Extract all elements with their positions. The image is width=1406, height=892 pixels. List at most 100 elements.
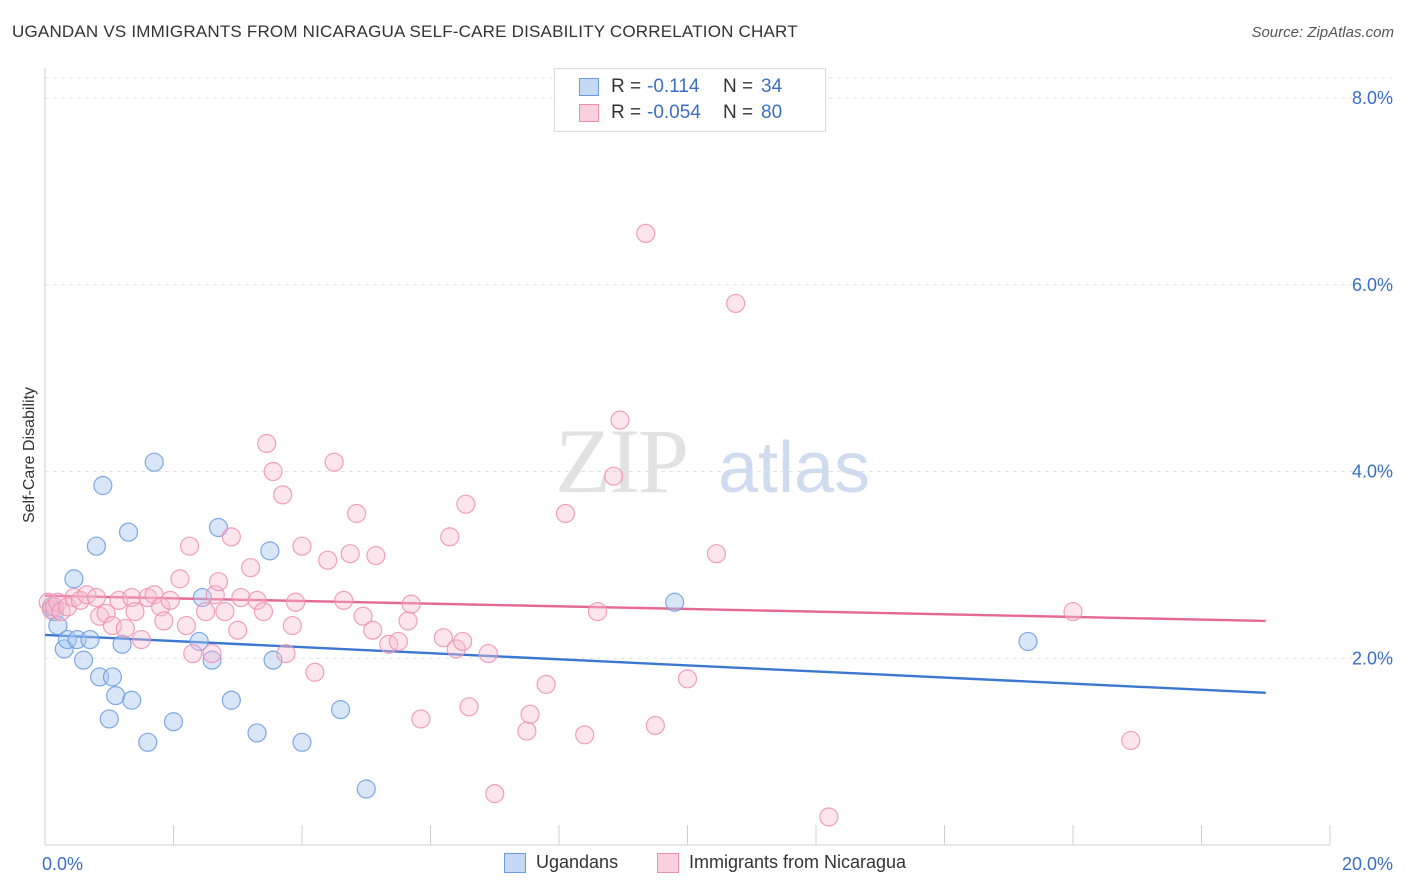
point-ugandans[interactable] [106, 686, 126, 706]
point-nicaragua[interactable] [334, 590, 354, 610]
point-nicaragua[interactable] [202, 643, 222, 664]
point-nicaragua[interactable] [215, 601, 235, 622]
point-nicaragua[interactable] [677, 669, 698, 689]
point-nicaragua[interactable] [645, 715, 665, 736]
point-ugandans[interactable] [665, 592, 685, 612]
point-nicaragua[interactable] [253, 601, 274, 622]
n-label: N = [723, 76, 754, 97]
point-ugandans[interactable] [202, 650, 222, 670]
point-ugandans[interactable] [1018, 631, 1038, 652]
point-nicaragua[interactable] [241, 558, 261, 578]
point-nicaragua[interactable] [459, 697, 479, 717]
point-nicaragua[interactable] [706, 544, 727, 564]
point-nicaragua[interactable] [41, 600, 62, 620]
point-nicaragua[interactable] [433, 628, 453, 648]
point-nicaragua[interactable] [257, 433, 277, 454]
point-ugandans[interactable] [80, 629, 100, 650]
x-tick-label: 20.0% [1342, 854, 1393, 874]
point-ugandans[interactable] [112, 634, 132, 654]
point-nicaragua[interactable] [125, 601, 145, 622]
point-ugandans[interactable] [144, 452, 164, 472]
point-ugandans[interactable] [93, 475, 113, 496]
point-ugandans[interactable] [260, 541, 280, 561]
point-nicaragua[interactable] [183, 643, 203, 664]
point-ugandans[interactable] [292, 732, 312, 752]
point-nicaragua[interactable] [324, 452, 344, 472]
point-nicaragua[interactable] [96, 603, 116, 624]
point-ugandans[interactable] [138, 732, 158, 752]
point-ugandans[interactable] [163, 712, 184, 732]
point-nicaragua[interactable] [231, 587, 251, 608]
point-nicaragua[interactable] [610, 410, 630, 430]
point-nicaragua[interactable] [401, 594, 421, 614]
point-nicaragua[interactable] [485, 784, 505, 804]
point-ugandans[interactable] [330, 700, 351, 720]
point-nicaragua[interactable] [520, 704, 540, 724]
point-nicaragua[interactable] [636, 223, 656, 244]
point-ugandans[interactable] [221, 690, 241, 710]
point-nicaragua[interactable] [340, 544, 360, 564]
point-nicaragua[interactable] [208, 572, 229, 592]
legend-label-ugandans: Ugandans [536, 852, 619, 872]
legend-item-nicaragua[interactable]: Immigrants from Nicaragua [657, 852, 906, 873]
point-nicaragua[interactable] [440, 527, 460, 547]
legend-item-ugandans[interactable]: Ugandans [504, 852, 618, 873]
point-nicaragua[interactable] [196, 601, 216, 622]
point-ugandans[interactable] [57, 629, 78, 650]
point-nicaragua[interactable] [575, 725, 595, 745]
point-nicaragua[interactable] [411, 709, 431, 729]
point-nicaragua[interactable] [347, 503, 367, 524]
point-ugandans[interactable] [356, 779, 376, 799]
point-nicaragua[interactable] [819, 807, 839, 827]
point-ugandans[interactable] [102, 667, 123, 687]
point-nicaragua[interactable] [398, 611, 418, 631]
point-nicaragua[interactable] [115, 618, 135, 638]
point-nicaragua[interactable] [587, 601, 608, 622]
point-nicaragua[interactable] [453, 631, 473, 652]
point-ugandans[interactable] [86, 536, 107, 556]
r-value: -0.054 [647, 102, 701, 123]
point-nicaragua[interactable] [517, 721, 537, 741]
point-nicaragua[interactable] [86, 587, 107, 608]
watermark-zip: ZIP [555, 410, 687, 512]
point-nicaragua[interactable] [170, 569, 190, 589]
point-nicaragua[interactable] [604, 466, 624, 486]
point-nicaragua[interactable] [282, 615, 302, 636]
point-nicaragua[interactable] [456, 494, 476, 514]
y-tick-label: 4.0% [1352, 462, 1393, 482]
point-nicaragua[interactable] [292, 536, 312, 556]
point-nicaragua[interactable] [273, 485, 293, 505]
point-nicaragua[interactable] [363, 620, 383, 640]
point-nicaragua[interactable] [176, 615, 196, 636]
point-ugandans[interactable] [247, 723, 267, 743]
point-nicaragua[interactable] [228, 620, 248, 640]
point-nicaragua[interactable] [366, 545, 386, 566]
point-ugandans[interactable] [64, 569, 84, 589]
point-nicaragua[interactable] [276, 643, 296, 664]
point-ugandans[interactable] [208, 517, 229, 538]
point-nicaragua[interactable] [179, 536, 200, 556]
point-nicaragua[interactable] [221, 527, 241, 547]
point-nicaragua[interactable] [388, 631, 408, 652]
point-nicaragua[interactable] [318, 550, 338, 570]
point-ugandans[interactable] [118, 522, 139, 542]
point-nicaragua[interactable] [478, 643, 498, 664]
point-nicaragua[interactable] [353, 606, 373, 626]
point-nicaragua[interactable] [555, 503, 576, 524]
point-nicaragua[interactable] [1121, 730, 1141, 751]
point-ugandans[interactable] [122, 690, 142, 710]
point-ugandans[interactable] [99, 709, 119, 729]
point-nicaragua[interactable] [263, 461, 283, 482]
point-nicaragua[interactable] [154, 611, 174, 631]
point-nicaragua[interactable] [1063, 601, 1083, 622]
point-nicaragua[interactable] [285, 592, 306, 612]
point-nicaragua[interactable] [305, 662, 325, 682]
point-nicaragua[interactable] [446, 639, 466, 659]
point-ugandans[interactable] [73, 650, 94, 670]
point-nicaragua[interactable] [160, 590, 180, 610]
point-nicaragua[interactable] [247, 590, 267, 610]
point-nicaragua[interactable] [726, 293, 746, 314]
point-ugandans[interactable] [189, 631, 209, 652]
point-nicaragua[interactable] [536, 674, 556, 694]
point-nicaragua[interactable] [131, 629, 151, 650]
